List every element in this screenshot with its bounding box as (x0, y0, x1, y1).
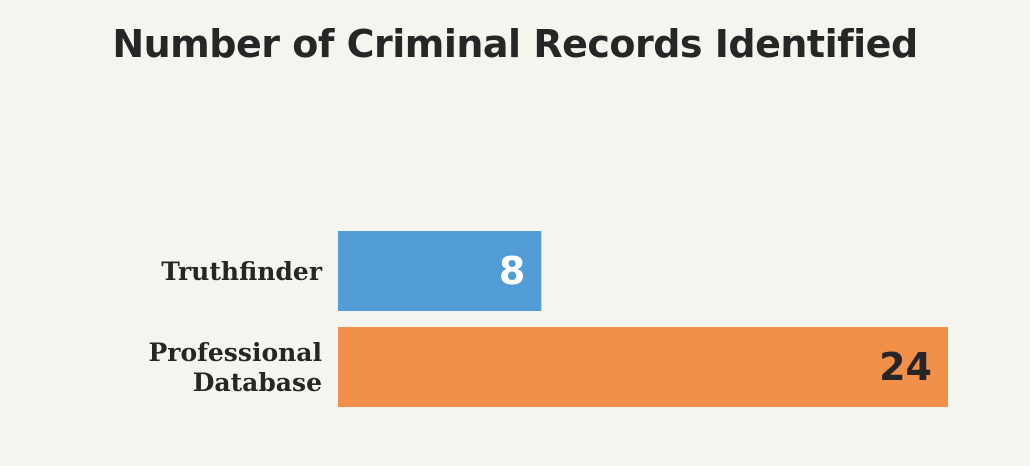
category-label-line: Database (193, 368, 322, 397)
chart-title: Number of Criminal Records Identified (112, 22, 918, 66)
bar-professional-database (338, 327, 948, 407)
category-label-line: Truthfinder (161, 257, 323, 286)
category-label: Professional Database (149, 338, 323, 397)
category-label-line: Professional (149, 338, 323, 367)
value-label: 24 (879, 345, 932, 389)
category-label: Truthfinder (161, 257, 323, 286)
bar-truthfinder (338, 231, 542, 311)
value-label: 8 (499, 249, 525, 293)
